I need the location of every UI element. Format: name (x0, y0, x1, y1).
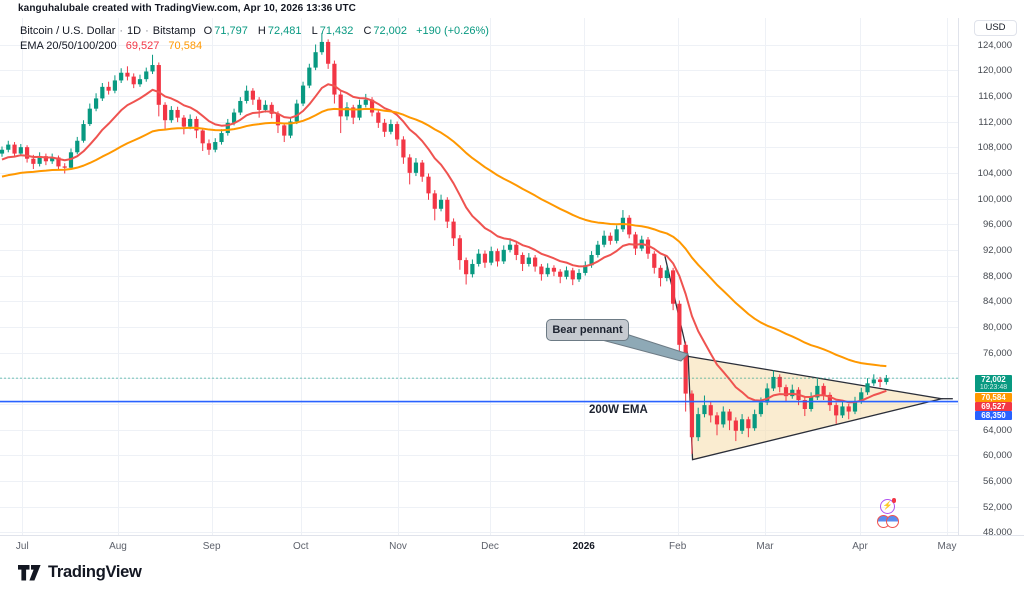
y-axis-tick: 84,000 (982, 296, 1012, 308)
y-axis-tick: 60,000 (982, 450, 1012, 462)
ema-legend-row[interactable]: EMA 20/50/100/200 69,527 70,584 (20, 39, 491, 54)
price-axis[interactable]: USD 124,000 120,000 116,000 112,000 108,000 1… (958, 18, 1024, 539)
chart-legend: Bitcoin / U.S. Dollar · 1D · Bitstamp O 71,79… (20, 24, 491, 54)
time-axis[interactable]: Jul Aug Sep Oct Nov Dec 2026 Feb Mar Apr May (0, 535, 1024, 557)
symbol-legend-row[interactable]: Bitcoin / U.S. Dollar · 1D · Bitstamp O 71,79… (20, 25, 491, 37)
coin-icon (886, 515, 899, 528)
high-value: 72,481 (267, 25, 302, 37)
price-chart-canvas[interactable] (0, 18, 958, 535)
y-axis-tick: 104,000 (977, 167, 1012, 179)
tradingview-mark-icon (18, 564, 41, 580)
x-axis-tick: May (937, 541, 957, 552)
x-axis-tick: Oct (293, 541, 309, 552)
lightning-icon: ⚡ (882, 501, 893, 510)
y-axis-tick: 76,000 (982, 347, 1012, 359)
interval-label: 1D (127, 25, 142, 37)
y-axis-tick: 124,000 (977, 39, 1012, 51)
level-price-badge: 68,350 (975, 410, 1012, 420)
last-price-badge: 72,002 10:23:48 (975, 375, 1012, 392)
chart-area: Bitcoin / U.S. Dollar · 1D · Bitstamp O 71,79… (0, 18, 1024, 539)
bear-pennant-callout[interactable]: Bear pennant (546, 319, 629, 341)
currency-toggle[interactable]: USD (974, 20, 1017, 36)
double-coin-emoji[interactable] (877, 515, 899, 528)
brand-wordmark: TradingView (48, 563, 142, 581)
exchange-label: Bitstamp (152, 25, 196, 37)
ema-orange-badge: 70,584 (975, 392, 1012, 402)
x-axis-tick: 2026 (572, 541, 595, 552)
low-key: L (311, 25, 318, 37)
close-key: C (363, 25, 372, 37)
open-key: O (203, 25, 213, 37)
y-axis-tick: 100,000 (977, 193, 1012, 205)
x-axis-tick: Sep (202, 541, 221, 552)
change-value: +190 (+0.26%) (416, 25, 489, 37)
x-axis-tick: Dec (481, 541, 499, 552)
open-value: 71,797 (214, 25, 248, 37)
200w-ema-label[interactable]: 200W EMA (589, 404, 648, 416)
symbol-title: Bitcoin / U.S. Dollar (20, 25, 116, 37)
last-price-value: 72,002 (981, 375, 1006, 384)
y-axis-tick: 108,000 (977, 142, 1012, 154)
y-axis-tick: 120,000 (977, 65, 1012, 77)
y-axis-tick: 64,000 (982, 424, 1012, 436)
x-axis-tick: Nov (389, 541, 407, 552)
ohlc-values: O 71,797 H 72,481 L 71,432 C 72,002 +190 (+0… (199, 25, 491, 37)
x-axis-tick: Aug (109, 541, 127, 552)
ema-indicator-title: EMA 20/50/100/200 (20, 40, 117, 52)
ema-orange-value: 70,584 (168, 40, 203, 52)
ema-red-badge: 69,527 (975, 401, 1012, 411)
close-value: 72,002 (373, 25, 408, 37)
y-axis-tick: 92,000 (982, 244, 1012, 256)
attribution-text: kanguhalubale created with TradingView.c… (18, 3, 357, 14)
high-key: H (257, 25, 266, 37)
low-value: 71,432 (319, 25, 354, 37)
bar-countdown: 10:23:48 (979, 384, 1008, 391)
y-axis-tick: 112,000 (978, 116, 1012, 128)
y-axis-tick: 52,000 (982, 501, 1012, 513)
footer-bar: TradingView (0, 557, 1024, 591)
y-axis-tick: 88,000 (982, 270, 1012, 282)
x-axis-tick: Mar (756, 541, 774, 552)
x-axis-tick: Apr (852, 541, 868, 552)
tradingview-logo[interactable]: TradingView (18, 563, 142, 582)
notification-dot-icon (891, 498, 896, 503)
ema-red-value: 69,527 (125, 40, 160, 52)
y-axis-tick: 96,000 (982, 219, 1012, 231)
x-axis-tick: Feb (669, 541, 687, 552)
y-axis-tick: 48,000 (982, 527, 1012, 539)
swap-lightning-emoji[interactable]: ⚡ (880, 498, 896, 514)
y-axis-tick: 56,000 (982, 475, 1012, 487)
x-axis-tick: Jul (15, 541, 29, 552)
y-axis-tick: 80,000 (982, 321, 1012, 333)
y-axis-tick: 116,000 (978, 90, 1012, 102)
